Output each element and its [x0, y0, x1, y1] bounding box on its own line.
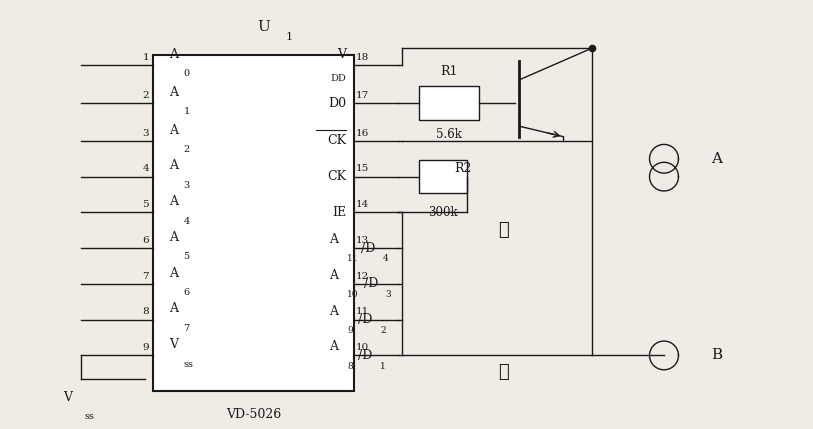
Text: 5: 5 — [184, 252, 189, 261]
Text: 16: 16 — [356, 129, 369, 138]
Text: 4: 4 — [382, 254, 388, 263]
Text: 2: 2 — [142, 91, 149, 100]
Text: 1: 1 — [184, 107, 190, 116]
Bar — [419, 86, 479, 120]
Text: 7: 7 — [184, 324, 190, 333]
Text: CK: CK — [327, 134, 346, 148]
Text: 10: 10 — [347, 290, 359, 299]
Text: A: A — [329, 340, 338, 353]
Text: 17: 17 — [356, 91, 369, 100]
Text: 1: 1 — [286, 32, 293, 42]
Text: 3: 3 — [142, 129, 149, 138]
Text: /D: /D — [364, 278, 378, 290]
Text: U: U — [257, 20, 270, 33]
Text: 接: 接 — [498, 363, 508, 381]
Text: 300k: 300k — [428, 206, 458, 219]
Text: R1: R1 — [440, 65, 458, 78]
Text: 3: 3 — [184, 181, 190, 190]
Text: 8: 8 — [142, 307, 149, 316]
Text: IE: IE — [332, 206, 346, 219]
Text: A: A — [169, 160, 178, 172]
Text: A: A — [329, 233, 338, 246]
Text: A: A — [169, 48, 178, 61]
Text: DD: DD — [330, 74, 346, 82]
Bar — [419, 160, 467, 193]
Text: V: V — [63, 391, 72, 404]
Text: 10: 10 — [356, 343, 369, 352]
Text: 1: 1 — [380, 362, 385, 371]
Text: A: A — [169, 231, 178, 244]
Text: 18: 18 — [356, 53, 369, 62]
Text: ss: ss — [85, 412, 94, 421]
Text: VD-5026: VD-5026 — [226, 408, 281, 421]
Text: A: A — [711, 152, 722, 166]
Text: 接: 接 — [498, 221, 508, 239]
Text: 0: 0 — [184, 69, 189, 79]
Text: 8: 8 — [347, 362, 353, 371]
Text: 11: 11 — [356, 307, 369, 316]
Text: 7: 7 — [142, 272, 149, 281]
Text: 2: 2 — [380, 326, 385, 335]
Text: 14: 14 — [356, 200, 369, 209]
Text: A: A — [329, 305, 338, 317]
Text: 4: 4 — [142, 164, 149, 173]
Text: 9: 9 — [142, 343, 149, 352]
Text: 6: 6 — [142, 236, 149, 245]
Text: 2: 2 — [184, 145, 190, 154]
Text: 5.6k: 5.6k — [436, 128, 462, 141]
Text: A: A — [169, 302, 178, 315]
Text: 15: 15 — [356, 164, 369, 173]
Text: /D: /D — [359, 313, 372, 326]
Text: 5: 5 — [142, 200, 149, 209]
Text: A: A — [169, 195, 178, 208]
Text: V: V — [169, 338, 178, 351]
Text: 1: 1 — [142, 53, 149, 62]
Text: CK: CK — [327, 170, 346, 183]
Text: /D: /D — [359, 349, 372, 362]
Text: A: A — [329, 269, 338, 282]
Text: D0: D0 — [328, 97, 346, 109]
Text: R2: R2 — [454, 162, 472, 175]
Text: 4: 4 — [184, 217, 190, 226]
Text: 11: 11 — [347, 254, 359, 263]
Text: 3: 3 — [385, 290, 391, 299]
Text: A: A — [169, 124, 178, 137]
Text: 9: 9 — [347, 326, 353, 335]
Text: B: B — [711, 348, 722, 363]
Text: 12: 12 — [356, 272, 369, 281]
Text: /D: /D — [361, 242, 375, 255]
Text: A: A — [169, 267, 178, 280]
Text: A: A — [169, 86, 178, 99]
Text: 6: 6 — [184, 288, 189, 297]
Text: ss: ss — [184, 360, 193, 369]
Bar — [153, 54, 354, 391]
Text: 13: 13 — [356, 236, 369, 245]
Text: V: V — [337, 48, 346, 61]
